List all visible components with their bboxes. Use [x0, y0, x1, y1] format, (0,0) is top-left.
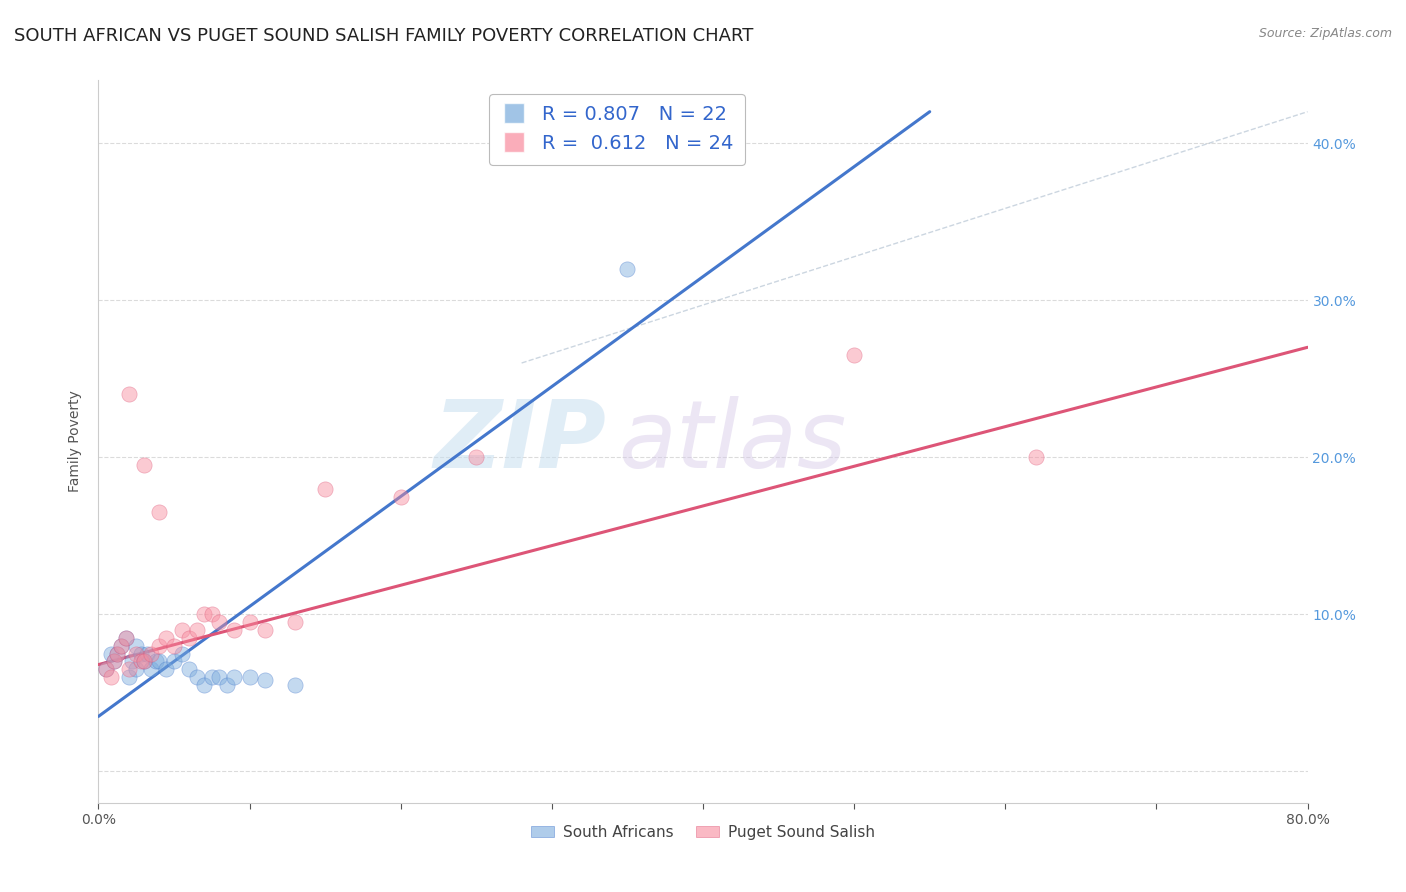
Point: [239, 615, 262, 630]
Point: [110, 639, 132, 653]
Point: [179, 662, 201, 676]
Point: [94, 662, 117, 676]
Point: [141, 647, 163, 661]
Point: [148, 655, 170, 669]
Point: [253, 673, 276, 688]
Point: [103, 655, 125, 669]
Point: [100, 670, 122, 684]
Point: [129, 655, 152, 669]
Point: [103, 655, 125, 669]
Point: [118, 387, 141, 401]
Text: SOUTH AFRICAN VS PUGET SOUND SALISH FAMILY POVERTY CORRELATION CHART: SOUTH AFRICAN VS PUGET SOUND SALISH FAMI…: [14, 27, 754, 45]
Point: [201, 670, 224, 684]
Point: [284, 615, 307, 630]
Point: [224, 670, 246, 684]
Point: [616, 261, 638, 276]
Point: [145, 655, 167, 669]
Point: [118, 662, 141, 676]
Point: [121, 655, 143, 669]
Point: [389, 490, 412, 504]
Point: [314, 482, 336, 496]
Point: [148, 639, 170, 653]
Point: [118, 670, 141, 684]
Point: [193, 678, 215, 692]
Point: [170, 647, 193, 661]
Point: [186, 623, 208, 637]
Point: [163, 655, 186, 669]
Point: [208, 615, 231, 630]
Point: [135, 647, 157, 661]
Point: [163, 639, 186, 653]
Point: [125, 647, 148, 661]
Point: [193, 607, 215, 622]
Point: [132, 458, 155, 472]
Point: [155, 662, 177, 676]
Point: [844, 348, 866, 362]
Point: [125, 662, 148, 676]
Point: [105, 647, 128, 661]
Point: [148, 505, 170, 519]
Text: atlas: atlas: [619, 396, 846, 487]
Point: [110, 639, 132, 653]
Point: [201, 607, 224, 622]
Point: [105, 647, 128, 661]
Point: [132, 655, 155, 669]
Point: [94, 662, 117, 676]
Point: [284, 678, 307, 692]
Legend: South Africans, Puget Sound Salish: South Africans, Puget Sound Salish: [524, 819, 882, 846]
Point: [170, 623, 193, 637]
Point: [100, 647, 122, 661]
Point: [208, 670, 231, 684]
Point: [114, 631, 136, 645]
Point: [141, 662, 163, 676]
Point: [224, 623, 246, 637]
Point: [465, 450, 488, 465]
Point: [186, 670, 208, 684]
Text: ZIP: ZIP: [433, 395, 606, 488]
Point: [125, 639, 148, 653]
Point: [215, 678, 238, 692]
Point: [132, 655, 155, 669]
Point: [155, 631, 177, 645]
Point: [253, 623, 276, 637]
Point: [1024, 450, 1046, 465]
Point: [114, 631, 136, 645]
Point: [239, 670, 262, 684]
Text: Source: ZipAtlas.com: Source: ZipAtlas.com: [1258, 27, 1392, 40]
Y-axis label: Family Poverty: Family Poverty: [69, 391, 83, 492]
Point: [129, 647, 152, 661]
Point: [179, 631, 201, 645]
